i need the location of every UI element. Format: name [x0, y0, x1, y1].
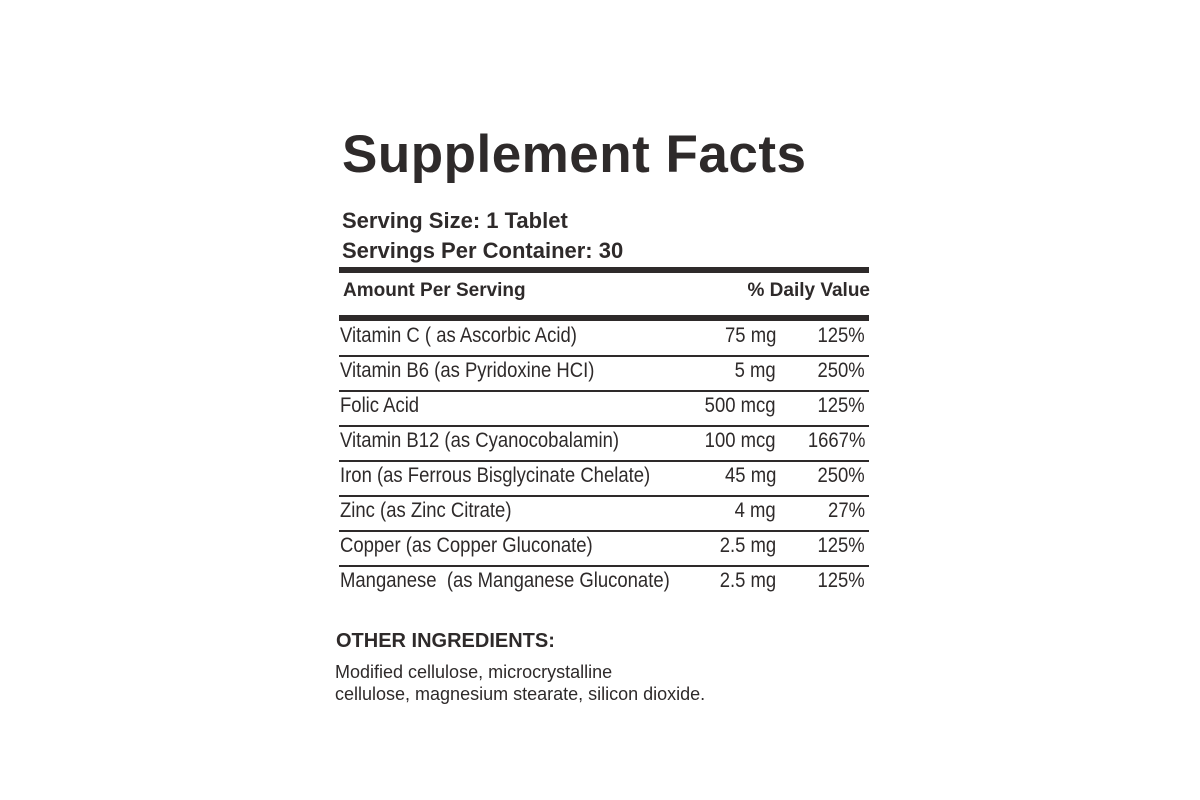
amount: 75 mg: [724, 324, 776, 347]
amount: 100 mcg: [705, 429, 776, 452]
row-divider: [339, 530, 869, 532]
daily-value: 125%: [817, 394, 865, 417]
row-divider: [339, 355, 869, 357]
ingredient-line: cellulose, magnesium stearate, silicon d…: [335, 684, 706, 704]
nutrient-name: Vitamin B12 (as Cyanocobalamin): [340, 429, 620, 452]
row-divider: [339, 390, 869, 392]
daily-value: 125%: [817, 534, 865, 557]
nutrient-name: Zinc (as Zinc Citrate): [340, 499, 512, 522]
column-header: Amount Per Serving: [343, 280, 526, 301]
amount: 45 mg: [724, 464, 776, 487]
row-divider: [339, 425, 869, 427]
daily-value: 250%: [817, 464, 865, 487]
amount: 5 mg: [734, 359, 776, 382]
thick-rule: [339, 315, 869, 321]
daily-value: 125%: [817, 569, 865, 592]
daily-value: 27%: [828, 499, 865, 522]
row-divider: [339, 460, 869, 462]
nutrient-name: Vitamin C ( as Ascorbic Acid): [340, 324, 577, 347]
thick-rule: [339, 267, 869, 273]
daily-value: 250%: [817, 359, 865, 382]
nutrient-name: Copper (as Copper Gluconate): [340, 534, 593, 557]
daily-value: 125%: [817, 324, 865, 347]
nutrient-name: Manganese (as Manganese Gluconate): [340, 569, 670, 592]
nutrient-name: Folic Acid: [340, 394, 420, 417]
amount: 500 mcg: [705, 394, 776, 417]
amount: 2.5 mg: [719, 569, 776, 592]
ingredient-line: Modified cellulose, microcrystalline: [335, 662, 613, 682]
nutrient-name: Vitamin B6 (as Pyridoxine HCI): [340, 359, 595, 382]
amount: 2.5 mg: [719, 534, 776, 557]
row-divider: [339, 495, 869, 497]
servings-per-container: Servings Per Container: 30: [342, 238, 624, 263]
serving-size: Serving Size: 1 Tablet: [342, 208, 568, 233]
amount: 4 mg: [734, 499, 776, 522]
row-divider: [339, 565, 869, 567]
daily-value: 1667%: [807, 429, 865, 452]
nutrient-name: Iron (as Ferrous Bisglycinate Chelate): [340, 464, 651, 487]
title: Supplement Facts: [342, 125, 807, 184]
column-header: % Daily Value: [747, 280, 870, 301]
other-ingredients-title: OTHER INGREDIENTS:: [336, 630, 555, 652]
